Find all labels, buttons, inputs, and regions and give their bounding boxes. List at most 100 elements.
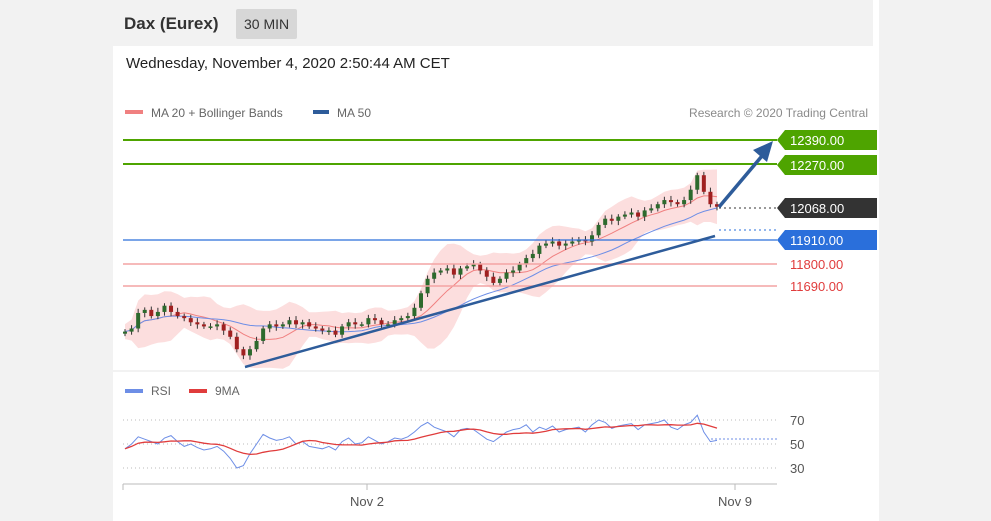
candle-body <box>129 328 134 332</box>
candle-body <box>596 224 601 236</box>
resistance-1-label: 12270.00 <box>790 158 844 173</box>
ma20-legend-swatch <box>125 110 143 114</box>
candle-body <box>530 253 535 259</box>
candle-body <box>162 305 167 312</box>
candle-body <box>379 320 384 325</box>
candle-body <box>629 212 634 215</box>
support-1-label: 11910.00 <box>790 233 843 248</box>
candle-body <box>445 268 450 271</box>
ma50-legend-label: MA 50 <box>337 106 371 120</box>
chart-card: Dax (Eurex) 30 MIN Wednesday, November 4… <box>113 0 879 521</box>
candle-body <box>280 324 285 327</box>
last-price-tag <box>777 198 877 218</box>
candle-body <box>616 216 621 221</box>
candle-body <box>359 324 364 326</box>
candle-body <box>603 218 608 225</box>
support-3-label: 11690.00 <box>790 279 843 294</box>
candle-body <box>136 312 141 329</box>
candle-body <box>294 320 299 325</box>
candle-body <box>169 305 174 312</box>
candle-body <box>695 175 700 190</box>
candle-body <box>182 316 187 319</box>
candle-body <box>543 243 548 246</box>
candle-body <box>458 268 463 275</box>
rsi-tick-30: 30 <box>790 461 804 476</box>
candle-body <box>386 324 391 326</box>
uptrend-line <box>244 234 716 369</box>
candle-body <box>234 336 239 350</box>
candle-body <box>438 270 443 273</box>
candle-body <box>478 264 483 271</box>
rsi-ma-legend-label: 9MA <box>215 384 240 398</box>
candle-body <box>471 264 476 267</box>
candle-body <box>484 270 489 277</box>
resistance-1-tag <box>777 155 877 175</box>
candle-body <box>642 210 647 217</box>
candle-body <box>326 330 331 333</box>
candle-body <box>366 318 371 325</box>
x-tick-label-nov2: Nov 2 <box>350 494 384 509</box>
candle-body <box>511 270 516 273</box>
candle-body <box>524 258 529 265</box>
candle-body <box>346 322 351 327</box>
candle-body <box>715 204 719 207</box>
last-price-label: 12068.00 <box>790 201 844 216</box>
candle-body <box>419 293 423 308</box>
rsi-tick-70: 70 <box>790 413 804 428</box>
bollinger-band <box>125 169 717 369</box>
candle-body <box>688 189 693 201</box>
candle-body <box>451 268 456 275</box>
candle-body <box>708 191 713 205</box>
candle-body <box>563 243 568 246</box>
resistance-2-label: 12390.00 <box>790 133 844 148</box>
candle-body <box>701 175 706 192</box>
candle-body <box>636 212 641 217</box>
ma50-legend-swatch <box>313 110 329 114</box>
candle-body <box>399 318 404 321</box>
candle-body <box>195 322 200 325</box>
candle-body <box>372 318 377 321</box>
candle-body <box>300 322 305 325</box>
candle-body <box>557 241 562 246</box>
instrument-title: Dax (Eurex) <box>124 14 219 33</box>
candle-body <box>504 272 509 279</box>
candle-body <box>682 200 687 205</box>
candle-body <box>307 322 312 327</box>
candle-body <box>287 320 292 325</box>
candle-body <box>261 328 266 341</box>
candle-body <box>590 235 595 242</box>
rsi-ma-legend-swatch <box>189 389 207 393</box>
candle-body <box>333 330 338 335</box>
rsi-legend-swatch <box>125 389 143 393</box>
candle-body <box>412 307 417 317</box>
candle-body <box>497 278 502 283</box>
candle-body <box>392 320 397 325</box>
candle-body <box>201 324 206 327</box>
candle-body <box>491 276 496 283</box>
candle-body <box>432 272 437 279</box>
candle-body <box>228 330 233 337</box>
candle-body <box>570 241 575 244</box>
candle-body <box>353 322 358 325</box>
candle-body <box>149 309 154 317</box>
candle-body <box>320 328 325 331</box>
candle-body <box>609 218 614 221</box>
ma20-legend-label: MA 20 + Bollinger Bands <box>151 106 283 120</box>
price-chart: MA 20 + Bollinger Bands MA 50 Research ©… <box>113 106 879 509</box>
rsi-line <box>124 414 718 469</box>
candle-body <box>254 340 259 350</box>
support-1-tag <box>777 230 877 250</box>
candle-body <box>221 324 226 331</box>
candle-body <box>517 264 522 271</box>
resistance-2-tag <box>777 130 877 150</box>
candle-body <box>662 200 667 205</box>
forecast-arrow <box>717 148 769 209</box>
candle-body <box>247 349 252 356</box>
x-tick-label-nov9: Nov 9 <box>718 494 752 509</box>
interval-button[interactable]: 30 MIN <box>236 9 298 39</box>
candle-body <box>550 241 555 244</box>
candle-body <box>175 311 180 317</box>
candle-body <box>405 316 410 319</box>
candle-body <box>123 331 127 334</box>
candle-body <box>465 266 470 269</box>
